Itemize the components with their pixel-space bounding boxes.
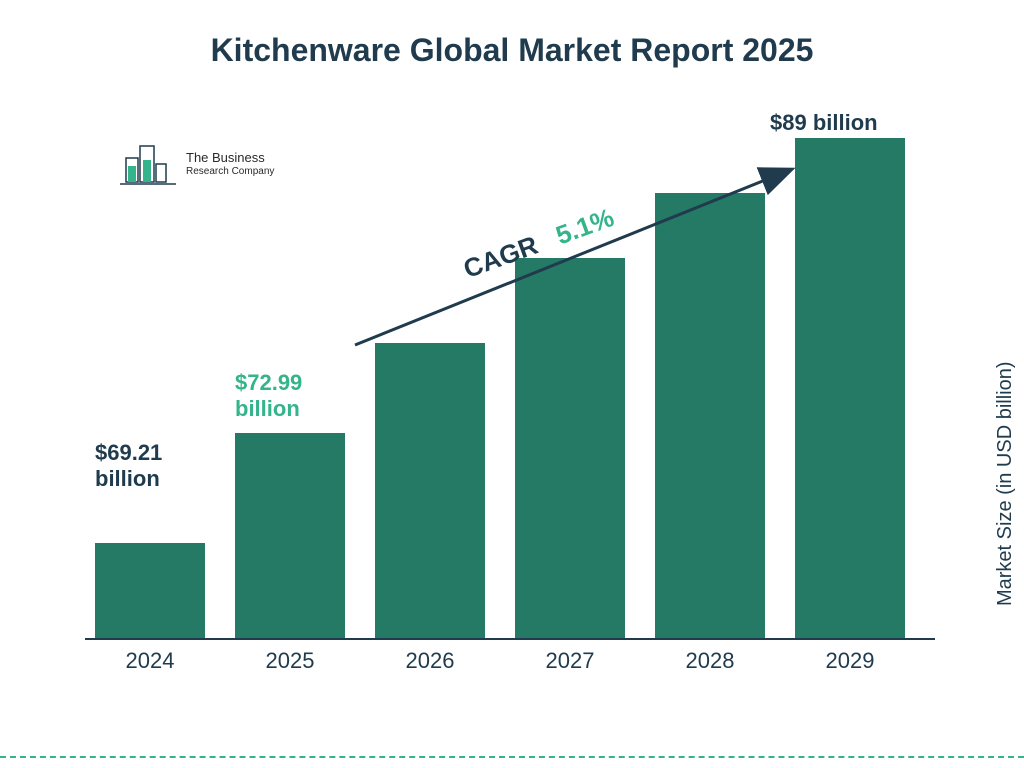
- xlabel-2024: 2024: [95, 648, 205, 674]
- xlabel-2029: 2029: [795, 648, 905, 674]
- bar-2029: [795, 138, 905, 638]
- bar-2024: [95, 543, 205, 638]
- bar-2028: [655, 193, 765, 638]
- xlabel-2025: 2025: [235, 648, 345, 674]
- bar-2027: [515, 258, 625, 638]
- xlabel-2028: 2028: [655, 648, 765, 674]
- chart-area: 2024 2025 2026 2027 2028 2029: [85, 120, 935, 680]
- y-axis-label: Market Size (in USD billion): [995, 362, 1018, 607]
- plot: [85, 120, 935, 640]
- value-label-2: $89 billion: [770, 110, 878, 136]
- value-label-1: $72.99billion: [235, 370, 302, 423]
- bottom-dashed-divider: [0, 756, 1024, 758]
- bar-2025: [235, 433, 345, 638]
- bar-2026: [375, 343, 485, 638]
- xlabel-2026: 2026: [375, 648, 485, 674]
- value-label-0: $69.21billion: [95, 440, 162, 493]
- chart-title: Kitchenware Global Market Report 2025: [0, 32, 1024, 69]
- xlabel-2027: 2027: [515, 648, 625, 674]
